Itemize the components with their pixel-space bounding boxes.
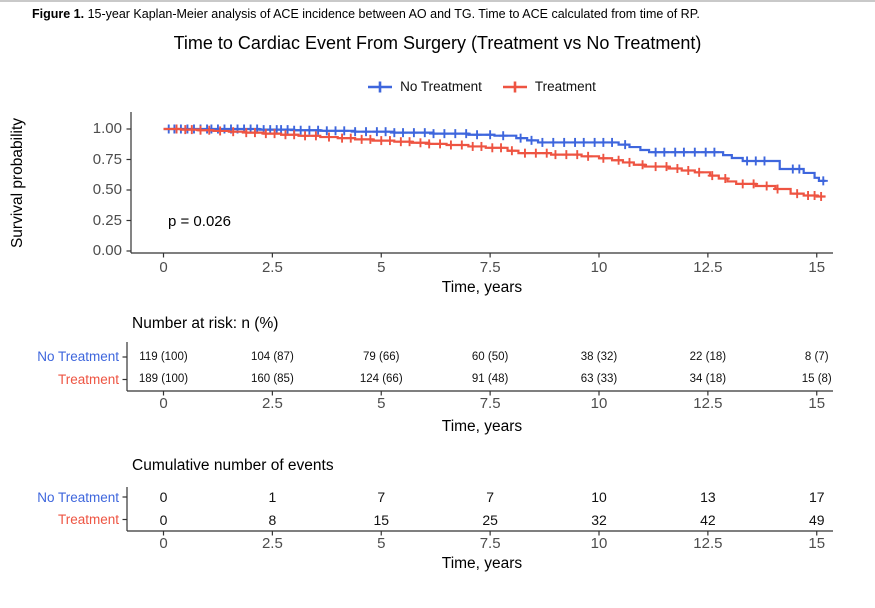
events-table-title: Cumulative number of events (132, 457, 334, 474)
legend: No Treatment Treatment (130, 79, 833, 94)
events-x-tick-label: 0 (159, 535, 168, 552)
x-tick-label-main: 10 (590, 259, 608, 276)
events-value: 25 (482, 511, 498, 528)
events-value: 13 (700, 489, 716, 505)
risk-value: 189 (100) (138, 373, 189, 385)
events-value: 8 (268, 511, 277, 528)
risk-value: 160 (85) (250, 373, 294, 385)
risk-x-tick-label: 5 (377, 395, 386, 412)
figure-caption-text: 15-year Kaplan-Meier analysis of ACE inc… (84, 7, 700, 21)
risk-value: 60 (50) (471, 350, 509, 363)
legend-item-no-treatment: No Treatment (367, 79, 482, 94)
x-tick-label-main: 2.5 (261, 259, 283, 276)
events-x-tick-label: 12.5 (693, 535, 723, 552)
x-tick-label-main: 12.5 (693, 259, 723, 276)
risk-row-label-no-treatment: No Treatment (37, 349, 119, 364)
events-value: 17 (808, 489, 825, 505)
events-value: 15 (373, 511, 390, 528)
risk-value: 104 (87) (250, 350, 294, 363)
x-axis-label-events: Time, years (441, 555, 523, 572)
risk-value: 22 (18) (689, 350, 727, 363)
risk-value: 34 (18) (689, 373, 727, 385)
events-value: 1 (268, 489, 277, 505)
events-value: 10 (591, 489, 607, 505)
x-tick-label-main: 5 (377, 259, 386, 276)
chart-title: Time to Cardiac Event From Surgery (Trea… (173, 33, 702, 53)
censor-plus-icon (368, 81, 393, 92)
risk-x-tick-label: 15 (808, 395, 826, 412)
x-tick-label-main: 0 (159, 259, 168, 276)
y-tick-label: 0.00 (92, 242, 122, 259)
km-curve-treatment (163, 127, 826, 198)
pvalue-annotation: p = 0.026 (168, 213, 231, 230)
events-value: 32 (591, 511, 607, 528)
events-value: 0 (159, 511, 168, 528)
risk-x-tick-label: 2.5 (261, 395, 283, 412)
y-tick-label: 0.25 (92, 211, 122, 229)
x-tick-label-main: 15 (808, 259, 826, 276)
risk-table-title: Number at risk: n (%) (132, 315, 279, 332)
x-axis-label-main: Time, years (441, 279, 523, 296)
risk-x-tick-label: 0 (159, 395, 168, 412)
risk-value: 124 (66) (359, 373, 403, 385)
events-row-label-treatment: Treatment (57, 512, 119, 527)
risk-x-tick-label: 10 (590, 395, 608, 412)
events-x-tick-label: 2.5 (261, 535, 283, 552)
y-tick-label: 0.75 (92, 150, 122, 168)
x-tick-label-main: 7.5 (479, 259, 501, 276)
censor-plus-icon (502, 81, 527, 92)
figure-caption: Figure 1. 15-year Kaplan-Meier analysis … (32, 7, 862, 21)
risk-value: 15 (8) (801, 373, 832, 385)
events-value: 49 (808, 511, 825, 528)
risk-value: 79 (66) (363, 350, 400, 363)
events-x-tick-label: 15 (808, 535, 826, 552)
x-axis-label-risk: Time, years (441, 418, 523, 435)
events-x-tick-label: 10 (590, 535, 608, 552)
legend-label-treatment: Treatment (534, 79, 596, 94)
figure-caption-label: Figure 1. (32, 7, 85, 21)
events-row-label-no-treatment: No Treatment (37, 490, 119, 505)
events-value: 7 (377, 489, 386, 505)
risk-value: 119 (100) (139, 350, 188, 363)
window-top-edge (0, 0, 875, 2)
risk-x-tick-label: 7.5 (479, 395, 501, 412)
risk-row-label-treatment: Treatment (57, 372, 119, 387)
risk-value: 91 (48) (471, 373, 509, 385)
legend-label-no-treatment: No Treatment (400, 79, 482, 94)
y-tick-label: 1.00 (92, 120, 122, 137)
events-value: 0 (159, 489, 168, 505)
events-x-tick-label: 5 (377, 535, 386, 552)
risk-value: 38 (32) (580, 350, 618, 363)
legend-item-treatment: Treatment (502, 79, 596, 94)
risk-value: 63 (33) (580, 373, 618, 385)
events-value: 42 (700, 511, 716, 528)
events-x-tick-label: 7.5 (479, 535, 501, 552)
events-value: 7 (486, 489, 495, 505)
risk-x-tick-label: 12.5 (693, 395, 723, 412)
y-tick-label: 0.50 (92, 181, 122, 198)
risk-value: 8 (7) (804, 350, 829, 363)
km-curve-no-treatment (163, 127, 826, 182)
